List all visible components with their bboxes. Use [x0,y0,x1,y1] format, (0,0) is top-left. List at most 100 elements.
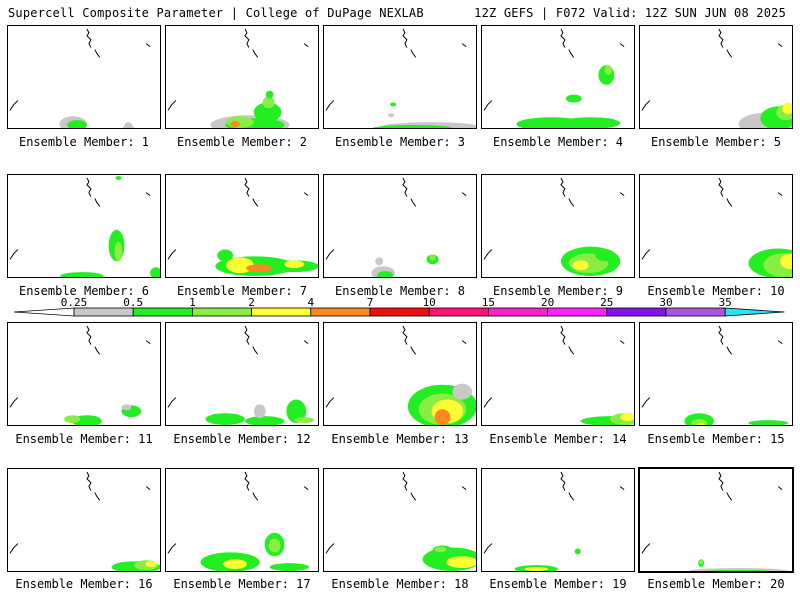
panel-label: Ensemble Member: 20 [647,577,785,591]
contour-fill [699,560,704,565]
coastline-segment [483,397,493,408]
coastline-segment [86,28,92,48]
ensemble-member-panel[interactable] [639,322,793,426]
contour-fill [375,257,384,266]
colorbar-segment [310,307,371,317]
parameter-field [64,404,142,425]
coastline-segment [560,177,566,197]
ensemble-member-panel[interactable] [481,322,635,426]
coastline-segment [252,492,259,501]
ensemble-member-panel[interactable] [7,174,161,278]
ensemble-member-panel[interactable] [481,25,635,129]
contour-fill [294,417,315,424]
coastline-segment [641,100,651,111]
chart-title: Supercell Composite Parameter | College … [8,6,424,20]
panel-label: Ensemble Member: 6 [18,284,150,298]
contour-fill [452,383,473,400]
parameter-field [373,102,476,128]
panel-label: Ensemble Member: 14 [489,432,627,446]
coastline-segment [244,177,250,197]
colorbar-segment [369,307,430,317]
ensemble-member-panel[interactable] [323,25,477,129]
colorbar-tick-label: 0.5 [123,296,143,309]
coastline-segment [145,486,151,490]
coastline-segment [244,28,250,48]
coastline-outline [167,325,309,408]
coastline-segment [402,28,408,48]
panel-label: Ensemble Member: 1 [18,135,150,149]
ensemble-member-panel[interactable] [323,174,477,278]
contour-fill [604,65,613,76]
map-canvas [641,177,792,277]
ensemble-member-panel[interactable] [639,174,793,278]
ensemble-member-panel[interactable] [481,468,635,572]
map-canvas [9,325,151,425]
coastline-outline [641,28,783,111]
contour-fill [434,409,451,425]
contour-fill [265,90,274,99]
panel-label: Ensemble Member: 5 [650,135,782,149]
coastline-segment [461,192,467,196]
map-canvas [641,471,789,571]
coastline-outline [325,177,467,260]
ensemble-member-panel[interactable] [165,174,319,278]
panel-label: Ensemble Member: 9 [492,284,624,298]
ensemble-member-panel[interactable] [481,174,635,278]
coastline-segment [9,397,19,408]
panel-label: Ensemble Member: 15 [647,432,785,446]
map-canvas [167,28,309,128]
coastline-segment [461,340,467,344]
contour-fill [780,253,792,270]
ensemble-member-panel[interactable] [7,322,161,426]
colorbar-left-arrow [13,307,75,317]
ensemble-member-panel[interactable] [7,468,161,572]
ensemble-member-panel[interactable] [165,468,319,572]
coastline-segment [402,471,408,491]
coastline-segment [560,325,566,345]
panel-label: Ensemble Member: 8 [334,284,466,298]
ensemble-member-panel[interactable] [323,468,477,572]
contour-fill [223,559,247,570]
ensemble-member-panel[interactable] [639,25,793,129]
map-canvas [483,177,625,277]
coastline-segment [325,249,335,260]
panel-label: Ensemble Member: 7 [176,284,308,298]
coastline-outline [325,471,467,554]
coastline-segment [568,49,575,58]
panel-label: Ensemble Member: 4 [492,135,624,149]
coastline-outline [483,177,625,260]
coastline-segment [726,49,733,58]
map-canvas [167,471,310,571]
coastline-segment [303,43,309,47]
coastline-segment [726,198,733,207]
ensemble-member-panel[interactable] [165,25,319,129]
coastline-segment [303,340,309,344]
coastline-segment [619,192,625,196]
ensemble-member-panel-selected[interactable] [638,467,794,573]
coastline-segment [410,198,417,207]
contour-fill [782,102,792,115]
map-canvas [9,471,160,571]
ensemble-member-panel[interactable] [323,322,477,426]
colorbar-tick-label: 30 [659,296,672,309]
ensemble-member-panel[interactable] [7,25,161,129]
coastline-segment [410,346,417,355]
coastline-segment [86,325,92,345]
contour-fill [390,102,397,107]
parameter-field [684,413,789,425]
colorbar-segment [547,307,608,317]
coastline-segment [718,325,724,345]
ensemble-member-panel[interactable] [165,322,319,426]
map-canvas [325,325,476,425]
coastline-segment [167,397,177,408]
contour-fill [245,264,274,273]
coastline-outline [9,325,151,408]
parameter-field [215,249,318,277]
coastline-segment [560,471,566,491]
coastline-outline [167,28,309,111]
run-valid-time: 12Z GEFS | F072 Valid: 12Z SUN JUN 08 20… [474,6,786,20]
colorbar-segment [724,307,785,317]
contour-fill [114,241,123,262]
coastline-segment [303,192,309,196]
contour-fill [145,561,158,568]
